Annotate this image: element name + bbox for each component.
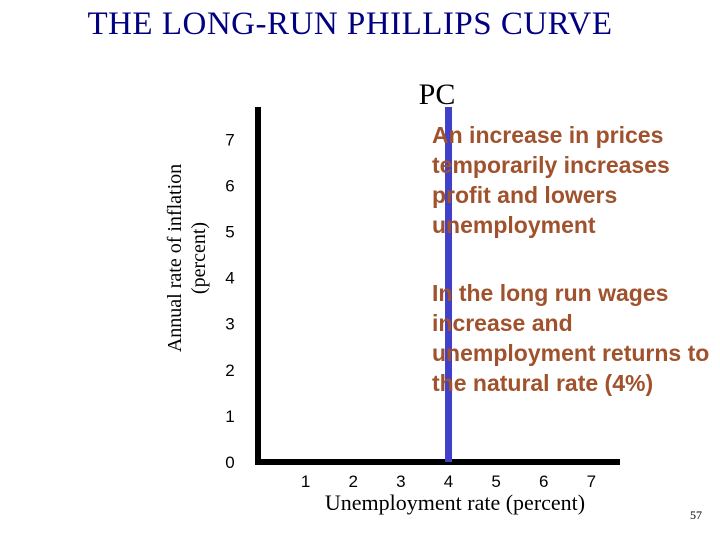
page-title: THE LONG-RUN PHILLIPS CURVE [87, 6, 613, 42]
x-tick-label-3: 3 [396, 472, 405, 491]
page-number: 57 [690, 508, 702, 522]
x-tick-label-4: 4 [444, 472, 453, 491]
x-tick-label-5: 5 [491, 472, 500, 491]
y-tick-label-4: 4 [225, 269, 234, 288]
y-tick-labels: 0 1 2 3 4 5 6 7 [225, 130, 234, 472]
x-tick-labels: 1 2 3 4 5 6 7 [301, 472, 596, 491]
y-tick-label-6: 6 [225, 176, 234, 195]
x-tick-label-1: 1 [301, 472, 310, 491]
x-axis-label: Unemployment rate (percent) [324, 490, 586, 515]
x-tick-label-7: 7 [587, 472, 596, 491]
annotation-long-run: In the long run wages increase and unemp… [432, 280, 710, 396]
annotation-short-run: An increase in prices temporarily increa… [432, 122, 670, 238]
y-tick-label-0: 0 [225, 453, 234, 472]
y-tick-label-1: 1 [225, 407, 234, 426]
y-tick-label-7: 7 [225, 130, 234, 149]
y-tick-label-2: 2 [225, 361, 234, 380]
x-tick-label-6: 6 [539, 472, 548, 491]
curve-label-pc: PC [418, 78, 456, 111]
y-tick-label-5: 5 [225, 222, 234, 241]
y-tick-label-3: 3 [225, 315, 234, 334]
x-tick-label-2: 2 [349, 472, 358, 491]
